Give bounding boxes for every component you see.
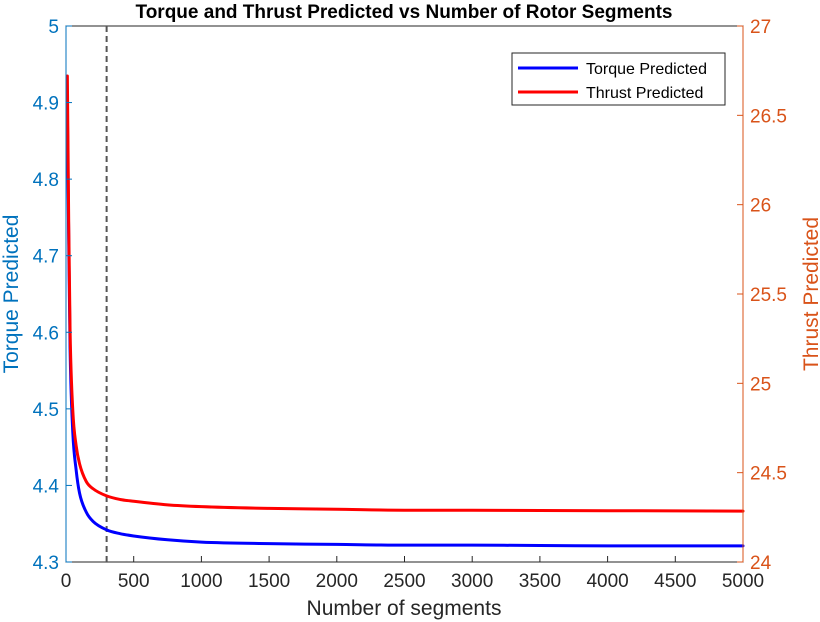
y-left-tick-label: 4.8 xyxy=(33,170,59,191)
x-axis-label: Number of segments xyxy=(307,597,502,620)
x-axis: 0 500 1000 1500 2000 2500 3000 3500 4000 4500 5000 xyxy=(61,556,764,592)
chart-title: Torque and Thrust Predicted vs Number of… xyxy=(136,2,673,23)
y-right-tick-label: 26.5 xyxy=(750,106,787,127)
x-tick-label: 3000 xyxy=(451,571,493,592)
y-left-tick-label: 4.9 xyxy=(33,94,59,115)
y-axis-left-label: Torque Predicted xyxy=(0,215,23,374)
y-right-tick-label: 26 xyxy=(750,196,771,217)
x-tick-label: 500 xyxy=(118,571,150,592)
y-right-tick-label: 27 xyxy=(750,17,771,38)
y-right-tick-label: 25 xyxy=(750,374,771,395)
y-right-tick-label: 25.5 xyxy=(750,285,787,306)
x-tick-label: 4000 xyxy=(586,571,628,592)
x-tick-label: 3500 xyxy=(519,571,561,592)
legend: Torque Predicted Thrust Predicted xyxy=(511,52,726,106)
y-left-tick-label: 4.6 xyxy=(33,323,59,344)
y-right-tick-label: 24.5 xyxy=(750,464,787,485)
y-right-tick-label: 24 xyxy=(750,553,772,574)
x-tick-label: 5000 xyxy=(722,571,764,592)
series-line-thrust xyxy=(65,74,745,513)
x-tick-label: 4500 xyxy=(654,571,696,592)
y-axis-right: 24 24.5 25 25.5 26 26.5 27 xyxy=(737,17,787,574)
y-axis-left: 4.3 4.4 4.5 4.6 4.7 4.8 4.9 5 xyxy=(33,17,72,574)
x-tick-label: 1500 xyxy=(248,571,290,592)
x-tick-label: 2500 xyxy=(383,571,425,592)
y-left-tick-label: 4.7 xyxy=(33,247,59,268)
x-tick-label: 2000 xyxy=(316,571,358,592)
x-tick-label: 1000 xyxy=(180,571,222,592)
y-axis-right-label: Thrust Predicted xyxy=(800,217,820,371)
y-left-tick-label: 4.5 xyxy=(33,400,59,421)
legend-entry-label: Torque Predicted xyxy=(586,61,707,78)
series-layer xyxy=(65,74,745,548)
y-left-tick-label: 4.3 xyxy=(33,553,59,574)
legend-entry-label: Thrust Predicted xyxy=(586,85,703,102)
y-left-tick-label: 4.4 xyxy=(33,476,60,497)
legend-box xyxy=(511,52,726,106)
y-left-tick-label: 5 xyxy=(48,17,59,38)
x-tick-label: 0 xyxy=(61,571,72,592)
